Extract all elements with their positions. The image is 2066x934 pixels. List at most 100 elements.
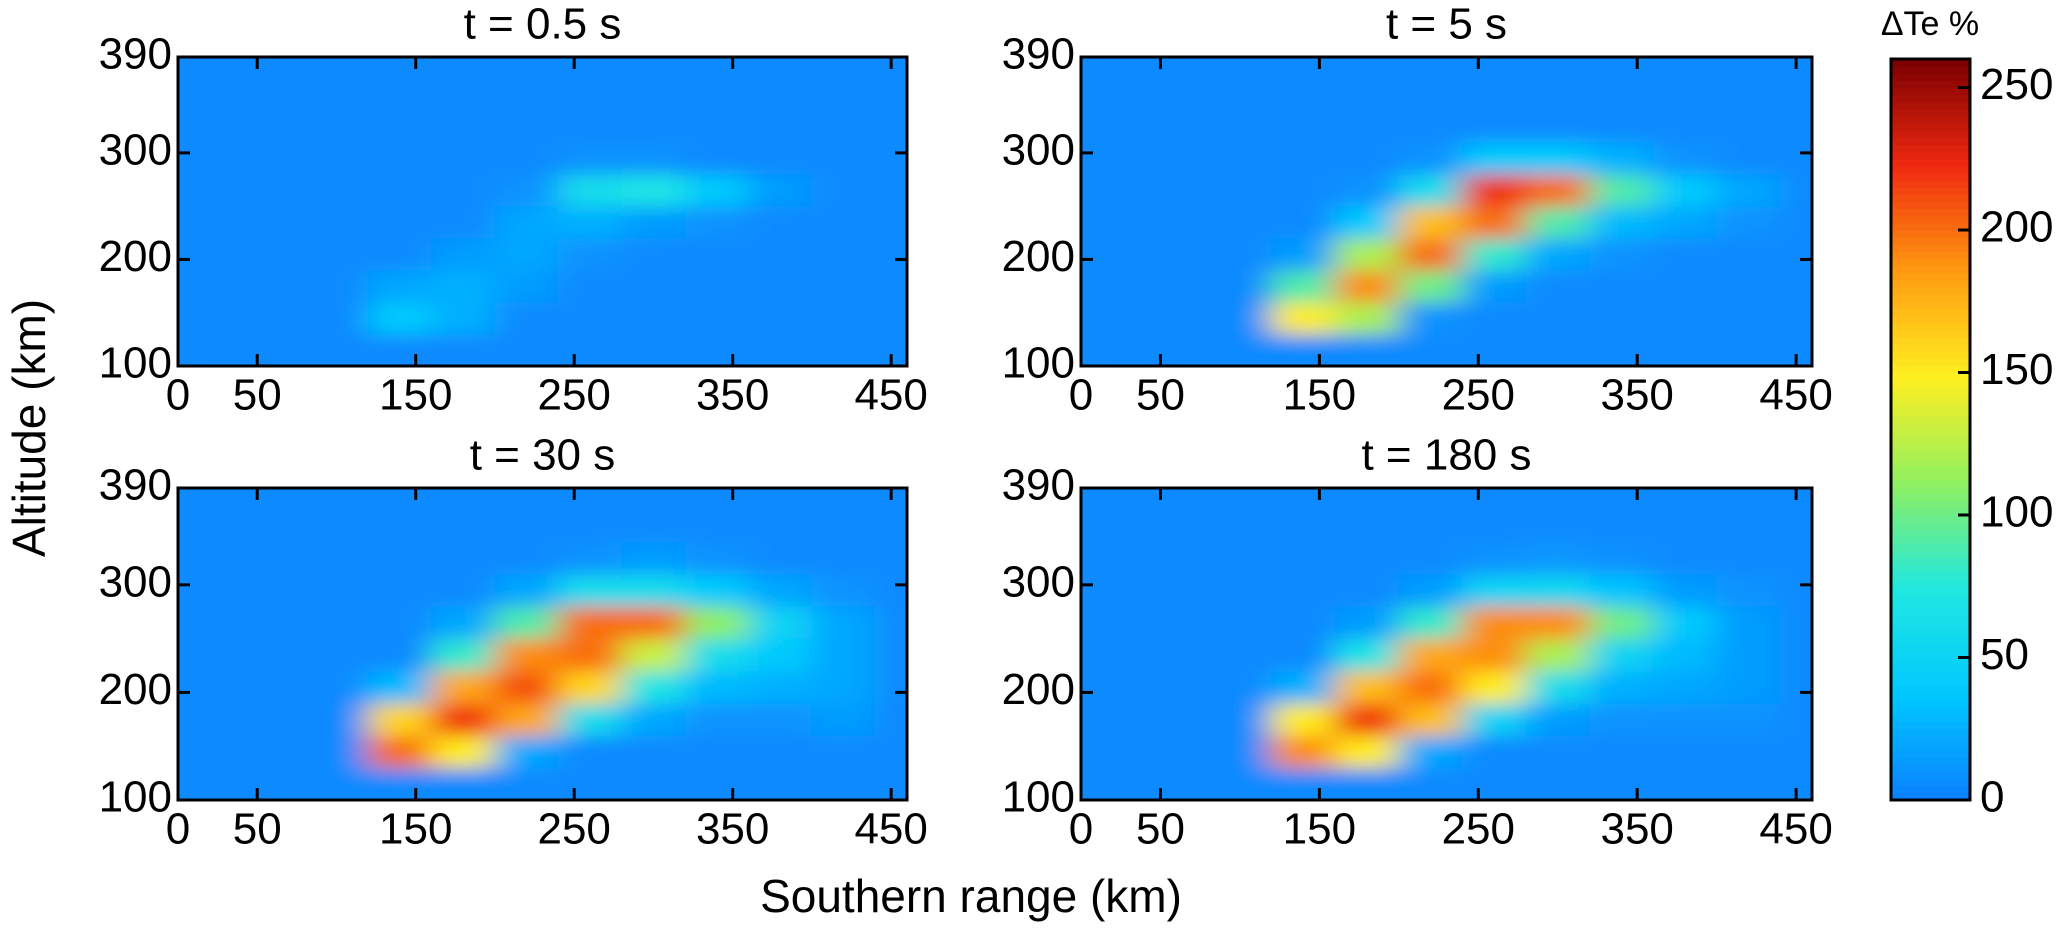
heatmap-cell bbox=[1461, 702, 1527, 736]
heatmap-cell bbox=[1589, 333, 1654, 366]
heatmap-cell bbox=[1461, 670, 1527, 704]
heatmap-cell bbox=[1271, 269, 1336, 303]
heatmap-cell bbox=[1081, 333, 1146, 366]
heatmap-cell bbox=[874, 205, 907, 239]
heatmap-cell bbox=[1081, 301, 1146, 335]
heatmap-cell bbox=[874, 509, 907, 543]
x-tick-label: 250 bbox=[537, 805, 610, 854]
heatmap-cell bbox=[1652, 767, 1718, 800]
heatmap-cell bbox=[811, 57, 876, 79]
heatmap-cell bbox=[1144, 173, 1209, 207]
heatmap-cell bbox=[1334, 767, 1400, 800]
heatmap-cell bbox=[1589, 573, 1654, 607]
heatmap-cell bbox=[621, 509, 686, 543]
heatmap-cell bbox=[874, 173, 907, 207]
heatmap-cell bbox=[1398, 333, 1463, 366]
heatmap-cell bbox=[1207, 333, 1273, 366]
colorbar-segment bbox=[1891, 144, 1970, 153]
heatmap-cell bbox=[1716, 509, 1781, 543]
heatmap-cell bbox=[178, 269, 242, 303]
heatmap-cell bbox=[557, 141, 623, 175]
heatmap-cell bbox=[178, 605, 242, 640]
y-tick-label: 300 bbox=[99, 557, 172, 606]
colorbar-segment bbox=[1891, 500, 1970, 509]
heatmap-cell bbox=[874, 734, 907, 769]
heatmap-cell bbox=[1144, 269, 1209, 303]
y-tick-label: 200 bbox=[1002, 232, 1075, 281]
heatmap-cell bbox=[1398, 638, 1463, 672]
x-tick-label: 250 bbox=[1442, 371, 1515, 420]
heatmap-cell bbox=[1525, 541, 1591, 575]
heatmap-cell bbox=[431, 702, 496, 736]
heatmap-cell bbox=[1207, 734, 1273, 769]
heatmap-cell bbox=[1525, 57, 1591, 79]
y-tick-label: 390 bbox=[1002, 461, 1075, 510]
heatmap-cell bbox=[240, 734, 306, 769]
colorbar-segment bbox=[1891, 415, 1970, 423]
heatmap-cell bbox=[1398, 605, 1463, 640]
heatmap-cell bbox=[684, 269, 750, 303]
colorbar-segment bbox=[1891, 750, 1970, 758]
heatmap-cell bbox=[1144, 301, 1209, 335]
colorbar-segment bbox=[1891, 629, 1970, 637]
heatmap-cell bbox=[1589, 269, 1654, 303]
colorbar-segment bbox=[1891, 294, 1970, 302]
heatmap-cell bbox=[621, 57, 686, 79]
heatmap-cell bbox=[304, 638, 369, 672]
heatmap-cell bbox=[1398, 173, 1463, 207]
heatmap-cell bbox=[1398, 109, 1463, 143]
heatmap-cell bbox=[1652, 301, 1718, 335]
heatmap-cell bbox=[748, 605, 813, 640]
x-tick-label: 450 bbox=[854, 805, 927, 854]
colorbar-segment bbox=[1891, 180, 1970, 188]
heatmap-cell bbox=[874, 541, 907, 575]
heatmap-cell bbox=[1779, 670, 1812, 704]
heatmap-cell bbox=[811, 173, 876, 207]
colorbar-segment bbox=[1891, 465, 1970, 473]
heatmap-cell bbox=[178, 109, 242, 143]
heatmap-cell bbox=[1207, 509, 1273, 543]
heatmap-cell bbox=[304, 141, 369, 175]
heatmap-cell bbox=[557, 109, 623, 143]
heatmap-cell bbox=[748, 509, 813, 543]
heatmap-cell bbox=[1271, 141, 1336, 175]
colorbar-label: ΔTe % bbox=[1881, 5, 1979, 43]
heatmap-cell bbox=[684, 205, 750, 239]
colorbar-segment bbox=[1891, 443, 1970, 452]
heatmap-cell bbox=[367, 57, 433, 79]
colorbar-segment bbox=[1891, 365, 1970, 374]
heatmap-cell bbox=[1081, 541, 1146, 575]
heatmap-cell bbox=[1652, 173, 1718, 207]
x-tick-label: 450 bbox=[1759, 371, 1832, 420]
heatmap-cell bbox=[431, 141, 496, 175]
heatmap-cell bbox=[621, 109, 686, 143]
heatmap-cell bbox=[1081, 237, 1146, 271]
heatmap-cell bbox=[1271, 605, 1336, 640]
heatmap-cell bbox=[304, 702, 369, 736]
colorbar-segment bbox=[1891, 73, 1970, 81]
heatmap-cell bbox=[1779, 638, 1812, 672]
heatmap-cell bbox=[1081, 173, 1146, 207]
heatmap-cell bbox=[1716, 488, 1781, 511]
colorbar-segment bbox=[1891, 59, 1970, 67]
heatmap-cell bbox=[1081, 488, 1146, 511]
heatmap-cell bbox=[684, 173, 750, 207]
colorbar-segment bbox=[1891, 436, 1970, 445]
heatmap-cell bbox=[304, 333, 369, 366]
heatmap-cell bbox=[304, 541, 369, 575]
heatmap-cell bbox=[304, 173, 369, 207]
heatmap-cell bbox=[748, 205, 813, 239]
colorbar-segment bbox=[1891, 393, 1970, 402]
heatmap-cell bbox=[1207, 541, 1273, 575]
heatmap-cell bbox=[1271, 237, 1336, 271]
heatmap-cell bbox=[1081, 109, 1146, 143]
heatmap-cell bbox=[431, 509, 496, 543]
heatmap-cell bbox=[874, 670, 907, 704]
heatmap-cell bbox=[874, 237, 907, 271]
heatmap-cell bbox=[431, 488, 496, 511]
heatmap-cell bbox=[1461, 488, 1527, 511]
colorbar-segment bbox=[1891, 458, 1970, 466]
heatmap-cell bbox=[1334, 77, 1400, 111]
x-tick-label: 150 bbox=[379, 371, 452, 420]
heatmap-cell bbox=[557, 702, 623, 736]
